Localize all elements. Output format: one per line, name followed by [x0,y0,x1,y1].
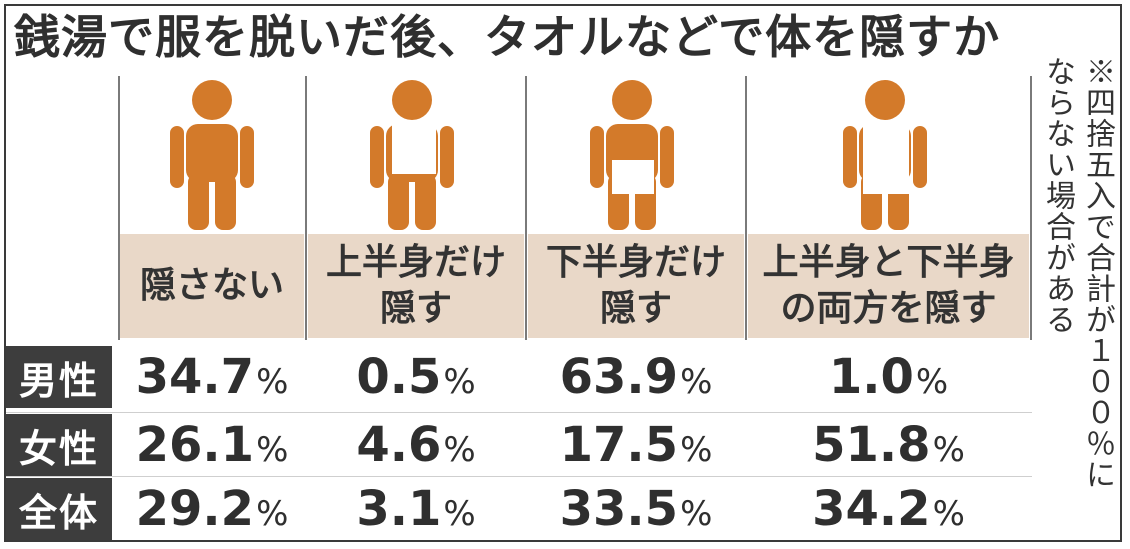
table-cell: 34.2% [748,478,1029,540]
row-header-male: 男性 [6,346,112,408]
column-label-cell: 下半身だけ 隠す [528,234,744,338]
cell-unit: % [932,430,965,470]
chart-title: 銭湯で服を脱いだ後、タオルなどで体を隠すか [14,10,1001,64]
footnote-line-1: ※四捨五入で合計が１００％に [1080,56,1115,490]
table-cell: 0.5% [308,346,524,408]
column-divider [745,76,747,340]
cell-unit: % [680,430,713,470]
cell-value: 63.9 [559,349,679,405]
table-cell: 33.5% [528,478,744,540]
table-cell: 63.9% [528,346,744,408]
cell-unit: % [256,430,289,470]
cell-value: 26.1 [135,417,255,473]
row-header-female: 女性 [6,414,112,476]
table-cell: 4.6% [308,414,524,476]
table-cell: 51.8% [748,414,1029,476]
cell-unit: % [256,362,289,402]
cell-unit: % [680,362,713,402]
column-label-cell: 上半身と下半身 の両方を隠す [748,234,1029,338]
column-label: 下半身だけ 隠す [545,242,726,329]
cell-value: 29.2 [135,481,255,537]
person-upper-towel-icon [370,80,454,230]
cell-unit: % [443,362,476,402]
column-divider [118,76,120,340]
cell-unit: % [932,494,965,534]
row-divider [6,476,1032,477]
column-label-cell: 上半身だけ 隠す [308,234,524,338]
table-cell: 17.5% [528,414,744,476]
row-header-total: 全体 [6,478,112,540]
column-divider [1030,76,1032,340]
column-divider [305,76,307,340]
column-label: 隠さない [139,265,284,306]
table-cell: 34.7% [120,346,304,408]
person-full-towel-icon [843,80,927,230]
cell-value: 33.5 [559,481,679,537]
table-cell: 3.1% [308,478,524,540]
column-divider [525,76,527,340]
cell-value: 1.0 [828,349,914,405]
person-lower-towel-icon [590,80,674,230]
table-cell: 1.0% [748,346,1029,408]
cell-value: 34.2 [812,481,931,537]
footnote-line-2: ならない場合がある [1040,56,1075,335]
cell-unit: % [256,494,289,534]
cell-value: 3.1 [356,481,442,537]
footnote: ※四捨五入で合計が１００％に ならない場合がある [1036,56,1116,526]
cell-unit: % [443,430,476,470]
column-label: 上半身と下半身 の両方を隠す [762,242,1015,329]
row-divider [6,412,1032,413]
cell-value: 4.6 [356,417,442,473]
cell-value: 34.7 [135,349,255,405]
cell-value: 51.8 [812,417,931,473]
column-label-cell: 隠さない [120,234,304,338]
cell-unit: % [443,494,476,534]
cell-value: 17.5 [559,417,679,473]
cell-unit: % [680,494,713,534]
table-cell: 29.2% [120,478,304,540]
cell-unit: % [915,362,949,402]
table-cell: 26.1% [120,414,304,476]
column-label: 上半身だけ 隠す [325,242,506,329]
person-no-towel-icon [170,80,254,230]
cell-value: 0.5 [356,349,442,405]
